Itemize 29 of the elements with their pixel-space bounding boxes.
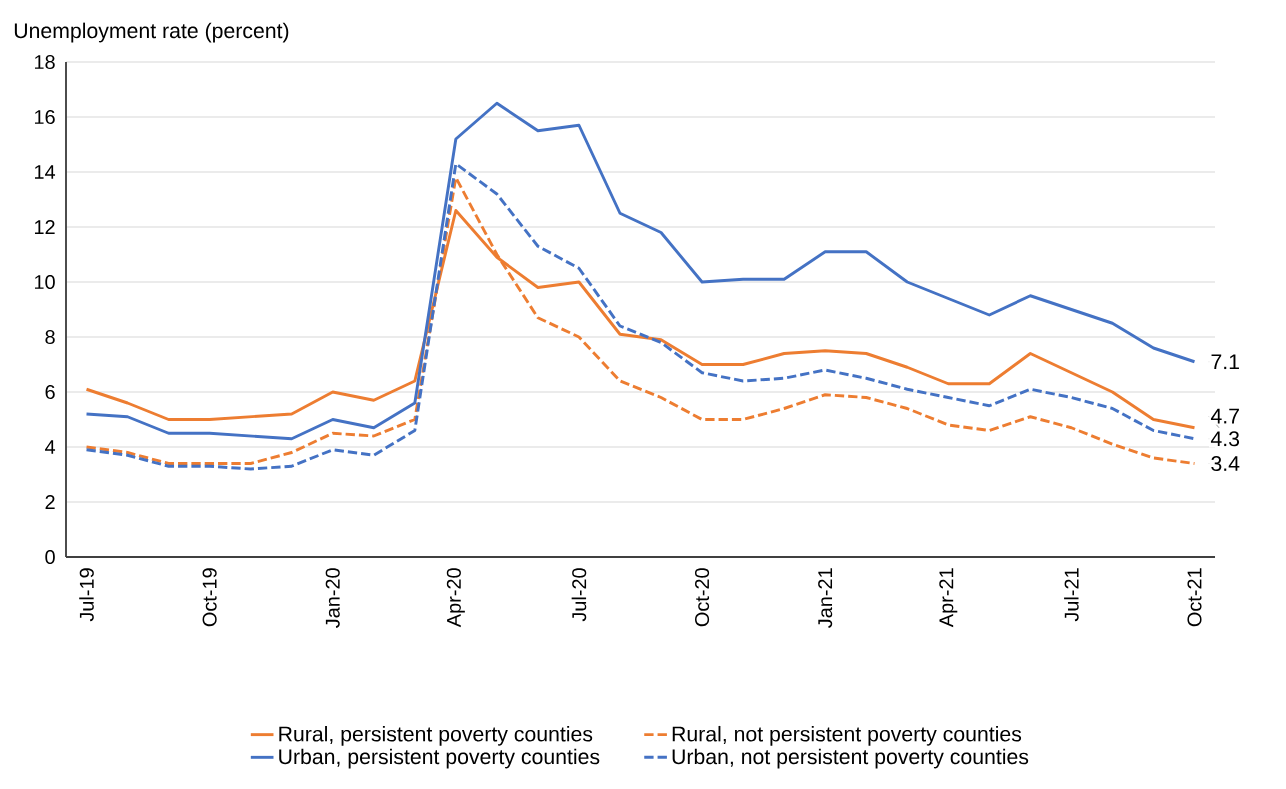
x-tick-label: Jan-20 xyxy=(325,568,340,628)
legend-label: Rural, persistent poverty counties xyxy=(279,725,593,746)
x-tick-label: Apr-20 xyxy=(446,568,465,628)
y-tick-label: 4 xyxy=(45,440,56,454)
x-tick-label: Jul-21 xyxy=(1064,568,1079,622)
y-axis-title: Unemployment rate (percent) xyxy=(14,22,289,43)
legend-label: Urban, not persistent poverty counties xyxy=(672,748,1029,769)
data-label: 4.7 xyxy=(1210,408,1239,424)
y-tick-label: 16 xyxy=(34,109,55,125)
y-tick-label: 8 xyxy=(45,329,55,345)
y-tick-label: 6 xyxy=(45,384,55,400)
data-label: 7.1 xyxy=(1211,354,1239,370)
legend-label: Urban, persistent poverty counties xyxy=(279,748,600,769)
y-tick-label: 10 xyxy=(34,274,55,290)
x-tick-label: Apr-21 xyxy=(939,568,958,628)
x-tick-label: Oct-21 xyxy=(1187,568,1202,627)
y-tick-label: 14 xyxy=(34,165,56,179)
legend-label: Rural, not persistent poverty counties xyxy=(672,725,1022,746)
y-tick-label: 12 xyxy=(34,220,55,234)
data-label: 4.3 xyxy=(1210,431,1240,447)
x-tick-label: Oct-20 xyxy=(695,568,710,627)
x-tick-label: Jan-21 xyxy=(818,568,833,628)
data-label: 3.4 xyxy=(1211,455,1240,472)
x-tick-label: Oct-19 xyxy=(202,568,217,627)
y-tick-label: 0 xyxy=(45,549,55,565)
x-tick-label: Jul-20 xyxy=(571,568,587,622)
x-tick-label: Jul-19 xyxy=(79,568,94,622)
y-tick-label: 2 xyxy=(45,495,55,509)
y-tick-label: 18 xyxy=(34,54,55,70)
